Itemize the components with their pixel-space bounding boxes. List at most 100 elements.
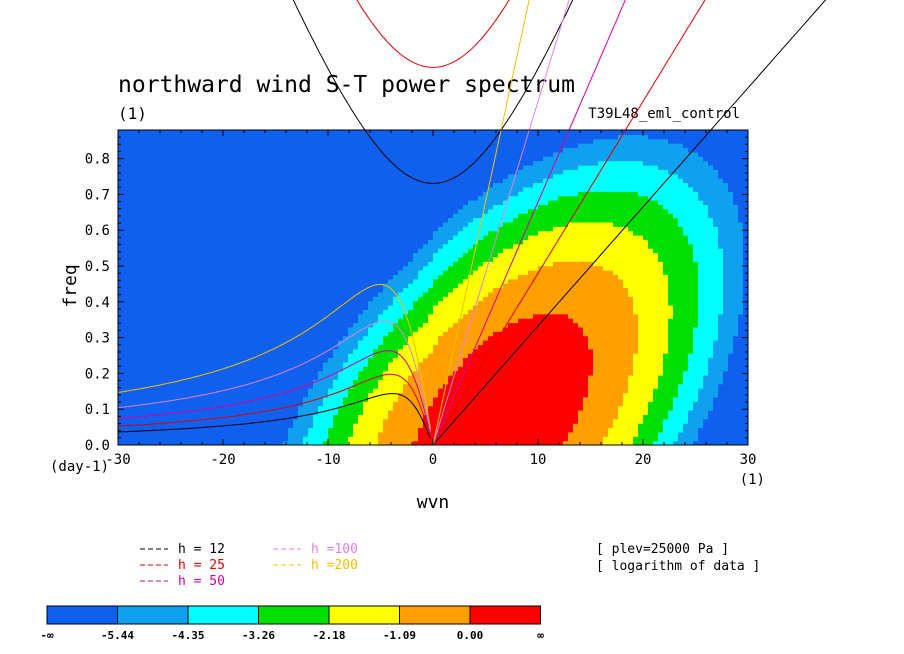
field-cell xyxy=(213,178,219,184)
field-cell xyxy=(458,274,464,280)
field-cell xyxy=(433,313,439,319)
field-cell xyxy=(343,283,349,289)
field-cell xyxy=(298,261,304,267)
field-cell xyxy=(293,130,299,135)
field-cell xyxy=(338,427,344,433)
field-cell xyxy=(148,410,154,415)
field-cell xyxy=(233,200,239,205)
field-cell xyxy=(283,151,289,157)
field-cell xyxy=(173,431,179,437)
field-cell xyxy=(143,326,149,332)
field-cell xyxy=(388,335,394,341)
field-cell xyxy=(223,392,229,398)
field-cell xyxy=(293,344,299,350)
field-cell xyxy=(158,248,164,254)
field-cell xyxy=(323,221,329,227)
field-cell xyxy=(158,147,164,153)
field-cell xyxy=(368,130,374,135)
field-cell xyxy=(398,440,404,445)
field-cell xyxy=(128,366,134,372)
field-cell xyxy=(298,427,304,433)
field-cell xyxy=(443,226,449,232)
field-cell xyxy=(233,130,239,135)
field-cell xyxy=(223,226,229,232)
field-cell xyxy=(308,130,314,135)
field-cell xyxy=(198,147,204,153)
field-cell xyxy=(388,160,394,166)
field-cell xyxy=(188,130,194,135)
field-cell xyxy=(403,239,409,245)
field-cell xyxy=(118,160,124,166)
field-cell xyxy=(343,414,349,420)
field-cell xyxy=(228,401,234,407)
field-cell xyxy=(188,147,194,153)
field-cell xyxy=(143,410,149,415)
field-cell xyxy=(298,423,304,429)
field-cell xyxy=(228,322,234,328)
field-cell xyxy=(358,147,364,153)
field-cell xyxy=(173,235,179,240)
field-cell xyxy=(398,287,404,293)
field-cell xyxy=(438,208,444,214)
field-cell xyxy=(338,326,344,332)
field-cell xyxy=(168,340,174,345)
field-cell xyxy=(158,200,164,205)
field-cell xyxy=(263,283,269,289)
field-cell xyxy=(348,134,354,140)
field-cell xyxy=(118,204,124,210)
field-cell xyxy=(193,182,199,188)
field-cell xyxy=(353,383,359,389)
field-cell xyxy=(253,440,259,445)
field-cell xyxy=(253,357,259,363)
field-cell xyxy=(293,261,299,267)
field-cell xyxy=(318,256,324,262)
field-cell xyxy=(228,130,234,135)
field-cell xyxy=(433,178,439,184)
field-cell xyxy=(148,392,154,398)
field-cell xyxy=(128,291,134,297)
field-cell xyxy=(353,261,359,267)
field-cell xyxy=(228,270,234,275)
field-cell xyxy=(458,370,464,376)
field-cell xyxy=(343,361,349,367)
field-cell xyxy=(293,134,299,140)
field-cell xyxy=(168,230,174,236)
field-cell xyxy=(358,410,364,415)
field-cell xyxy=(343,151,349,157)
field-cell xyxy=(203,357,209,363)
field-cell xyxy=(203,353,209,359)
field-cell xyxy=(418,252,424,258)
field-cell xyxy=(438,138,444,144)
field-cell xyxy=(133,353,139,359)
field-cell xyxy=(403,213,409,219)
field-cell xyxy=(268,143,274,149)
field-cell xyxy=(338,348,344,354)
field-cell xyxy=(273,143,279,149)
field-cell xyxy=(333,353,339,359)
field-cell xyxy=(288,235,294,240)
field-cell xyxy=(263,261,269,267)
field-cell xyxy=(133,151,139,157)
field-cell xyxy=(338,440,344,445)
field-cell xyxy=(373,208,379,214)
field-cell xyxy=(343,305,349,310)
field-cell xyxy=(288,431,294,437)
field-cell xyxy=(358,344,364,350)
field-cell xyxy=(128,383,134,389)
field-cell xyxy=(218,130,224,135)
field-cell xyxy=(388,217,394,223)
field-cell xyxy=(443,396,449,402)
field-cell xyxy=(443,283,449,289)
field-cell xyxy=(398,388,404,394)
field-cell xyxy=(248,217,254,223)
field-cell xyxy=(138,147,144,153)
field-cell xyxy=(253,213,259,219)
field-cell xyxy=(358,156,364,162)
field-cell xyxy=(233,405,239,411)
field-cell xyxy=(278,383,284,389)
field-cell xyxy=(418,213,424,219)
field-cell xyxy=(288,230,294,236)
field-cell xyxy=(198,252,204,258)
field-cell xyxy=(258,414,264,420)
field-cell xyxy=(308,335,314,341)
